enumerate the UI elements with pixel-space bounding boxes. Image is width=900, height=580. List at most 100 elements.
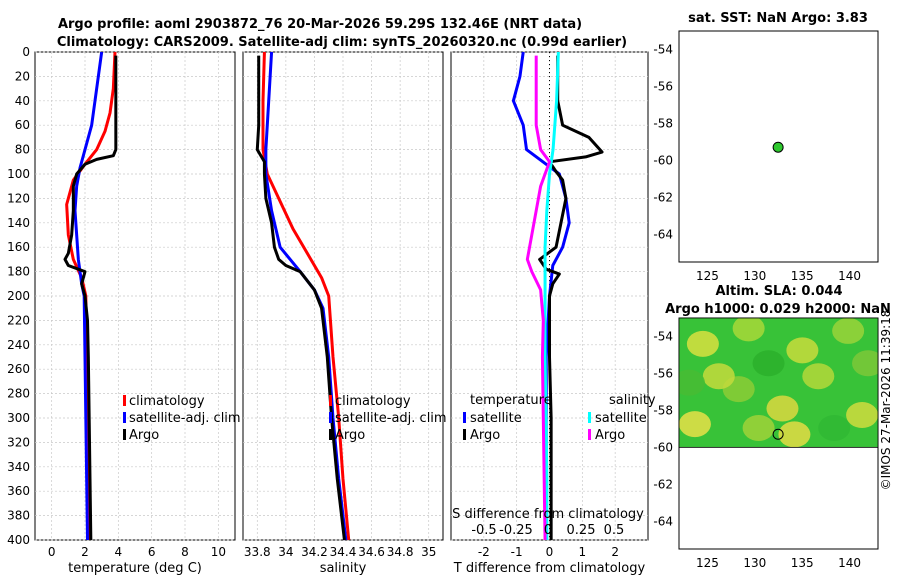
map-y-tick-label: -54 [653, 329, 673, 343]
legend-label: Argo [470, 428, 500, 443]
sla-blob [818, 414, 851, 441]
depth-tick-label: 160 [7, 240, 30, 254]
map-x-tick-label: 135 [791, 269, 814, 283]
s-axis-title: S difference from climatology [452, 507, 644, 522]
sla-blob [786, 337, 819, 364]
x-tick-label: 0 [546, 545, 554, 559]
x-tick-label: 0 [48, 545, 56, 559]
x-tick-label: 34.8 [387, 545, 414, 559]
series-line-satellite-adj-clim [73, 51, 104, 541]
heatmap-border [678, 317, 879, 448]
series-line-argo [255, 55, 346, 541]
x-tick-label: 4 [115, 545, 123, 559]
x-tick-label: 2 [81, 545, 89, 559]
series-line-salinity-satellite [543, 51, 560, 540]
depth-tick-label: 20 [15, 69, 30, 83]
depth-tick-label: 200 [7, 289, 30, 303]
legend-label: Argo [129, 428, 159, 443]
s-tick-label: 0.25 [567, 523, 596, 538]
x-tick-label: 10 [211, 545, 226, 559]
figure-title-line2: Climatology: CARS2009. Satellite-adj cli… [57, 35, 627, 50]
map-x-tick-label: 130 [743, 556, 766, 570]
sla-blob [732, 318, 765, 342]
legend-title-salinity: salinity [609, 393, 656, 408]
depth-tick-label: 240 [7, 338, 30, 352]
sla-heatmap [679, 318, 878, 448]
legend-swatch [588, 412, 591, 423]
legend-swatch [123, 429, 126, 440]
depth-tick-label: 80 [15, 143, 30, 157]
map-y-tick-label: -62 [653, 477, 673, 491]
argo-float-marker [772, 141, 784, 153]
map-y-tick-label: -60 [653, 153, 673, 167]
sla-blob [766, 395, 799, 422]
s-tick-label: 0 [544, 523, 552, 538]
legend-swatch [329, 412, 332, 423]
depth-tick-label: 140 [7, 216, 30, 230]
map-y-tick-label: -64 [653, 227, 673, 241]
sla-map-panel: 125 130 135 140 -54 -56 -58 -60 -62 -64 Altim. SLA… [653, 284, 890, 570]
figure-title-line1: Argo profile: aoml 2903872_76 20-Mar-202… [58, 17, 582, 32]
sla-blob [742, 414, 775, 441]
sla-blob [702, 363, 735, 390]
temperature-profile-panel: 0 2 4 6 8 10 temperature (deg C) climatology sat… [34, 51, 241, 576]
legend-swatch [588, 429, 591, 440]
map-x-tick-label: 130 [743, 269, 766, 283]
series-line-climatology [261, 51, 351, 541]
sla-map-title-line2: Argo h1000: 0.029 h2000: NaN [665, 302, 891, 317]
x-tick-label: 35 [421, 545, 436, 559]
legend-label: satellite-adj. clim [335, 411, 447, 426]
map-x-tick-label: 125 [696, 269, 719, 283]
sla-blob [832, 318, 865, 344]
depth-tick-label: 260 [7, 362, 30, 376]
legend-label: Argo [595, 428, 625, 443]
depth-tick-label: 280 [7, 387, 30, 401]
series-line-salinity-argo [525, 55, 551, 541]
sla-blob [802, 363, 835, 390]
legend-swatch [123, 412, 126, 423]
sla-blob [846, 402, 878, 429]
legend-title-temperature: temperature [470, 393, 552, 408]
depth-tick-label: 220 [7, 313, 30, 327]
map-y-tick-label: -58 [653, 403, 673, 417]
depth-tick-label: 120 [7, 191, 30, 205]
depth-tick-label: 360 [7, 484, 30, 498]
sst-map-title: sat. SST: NaN Argo: 3.83 [688, 11, 868, 26]
sla-blob [752, 350, 785, 377]
legend-label: climatology [335, 394, 411, 409]
depth-tick-label: 380 [7, 509, 30, 523]
depth-tick-label: 0 [22, 45, 30, 59]
sla-blob [686, 330, 719, 357]
map-x-tick-label: 125 [696, 556, 719, 570]
sla-blob [679, 369, 705, 396]
legend-label: satellite [470, 411, 522, 426]
x-axis-label: T difference from climatology [453, 561, 646, 576]
map-y-tick-label: -60 [653, 440, 673, 454]
x-tick-label: 34.2 [301, 545, 328, 559]
map-y-tick-label: -62 [653, 190, 673, 204]
legend-swatch [329, 429, 332, 440]
sla-blob [852, 350, 878, 377]
depth-tick-label: 400 [7, 533, 30, 547]
map-y-tick-label: -64 [653, 514, 673, 528]
x-tick-label: 1 [579, 545, 587, 559]
legend-swatch [463, 429, 466, 440]
series-line-temperature-argo [538, 55, 604, 540]
map-y-tick-label: -56 [653, 79, 673, 93]
depth-tick-label: 300 [7, 411, 30, 425]
series-line-argo [63, 55, 118, 541]
map-x-tick-label: 140 [838, 556, 861, 570]
x-tick-label: -1 [511, 545, 523, 559]
x-tick-label: 2 [611, 545, 619, 559]
depth-tick-label: 180 [7, 265, 30, 279]
depth-tick-label: 320 [7, 435, 30, 449]
argo-float-marker [772, 428, 784, 440]
x-tick-label: -2 [478, 545, 490, 559]
legend-label: satellite-adj. clim [129, 411, 241, 426]
x-tick-label: 34.4 [330, 545, 357, 559]
map-y-tick-label: -56 [653, 366, 673, 380]
legend-swatch [123, 395, 126, 406]
depth-tick-label: 340 [7, 460, 30, 474]
